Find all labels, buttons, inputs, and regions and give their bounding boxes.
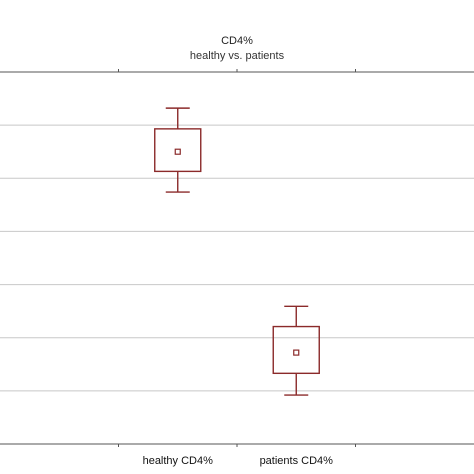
median-marker	[293, 349, 300, 356]
x-tick-label: healthy CD4%	[143, 455, 214, 467]
box-1	[272, 305, 320, 396]
x-tick-label: patients CD4%	[260, 455, 334, 467]
median-marker	[174, 148, 181, 155]
boxes	[154, 107, 320, 396]
x-tick-labels: healthy CD4% patients CD4%	[143, 455, 334, 467]
chart-title: CD4%	[221, 35, 253, 47]
box-iqr	[272, 325, 320, 375]
box-iqr	[154, 128, 202, 173]
chart-subtitle: healthy vs. patients	[190, 50, 285, 62]
plot-frame	[0, 69, 474, 447]
gridlines	[0, 124, 474, 392]
box-0	[154, 107, 202, 193]
